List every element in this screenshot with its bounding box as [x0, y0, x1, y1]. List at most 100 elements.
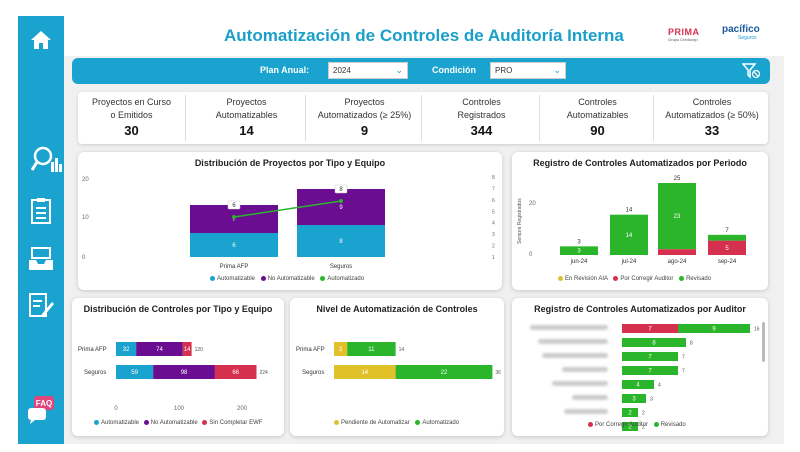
data-label: 6	[232, 203, 236, 209]
panel-nivel-automatizacion: Nivel de Automatización de Controles Pri…	[290, 298, 504, 436]
data-label: 14	[184, 347, 191, 353]
filter-bar: Plan Anual: 2024 ⌄ Condición PRO ⌄	[72, 58, 770, 84]
data-label: 3	[577, 249, 581, 255]
bar-revisado	[622, 352, 678, 361]
bar-revisado	[560, 246, 598, 255]
legend-label: Por Corregir Auditor	[595, 422, 649, 429]
y2-tick: 5	[492, 209, 495, 215]
y-tick: 20	[82, 177, 89, 183]
y2-tick: 7	[492, 186, 495, 192]
legend-swatch	[415, 420, 421, 425]
blurred-auditor-name	[552, 381, 608, 386]
total-label: 16	[754, 327, 760, 333]
clear-filter-icon[interactable]	[741, 63, 761, 84]
bar-por-corregir	[708, 240, 746, 255]
kpi-value: 14	[239, 123, 254, 138]
data-label-box	[334, 184, 348, 194]
data-label: 11	[368, 347, 375, 353]
prima-logo: PRIMA Grupo Credicorp	[668, 27, 700, 42]
panel-proyectos-tipo-equipo: Distribución de Proyectos por Tipo y Equ…	[78, 152, 502, 290]
kpi-label: Proyectos	[344, 97, 385, 107]
x-tick: ago-24	[668, 259, 687, 265]
x-tick: 200	[237, 406, 248, 412]
y2-tick: 2	[492, 244, 495, 250]
panel-controles-auditor: Registro de Controles Automatizados por …	[512, 298, 768, 436]
chart-controles-tipo: Prima AFP Seguros 32 74 14 120 59 98 66 224 0 1…	[78, 342, 268, 412]
legend-label: No Automatizable	[267, 276, 315, 283]
legend-swatch	[94, 420, 99, 425]
panel-title: Nivel de Automatización de Controles	[316, 304, 478, 314]
kpi-card: Controles Registrados 344	[424, 95, 540, 141]
data-label: 3	[339, 347, 343, 353]
y-tick: Prima AFP	[78, 347, 107, 353]
legend-swatch	[143, 420, 149, 425]
faq-icon[interactable]: FAQ	[18, 392, 64, 426]
total-label: 8	[690, 341, 693, 347]
checklist-icon[interactable]	[18, 196, 64, 226]
panel-title: Distribución de Proyectos por Tipo y Equ…	[194, 158, 386, 168]
kpi-card: Proyectos Automatizados (≥ 25%) 9	[308, 95, 422, 141]
y-tick: Seguros	[302, 370, 324, 376]
document-edit-icon[interactable]	[18, 290, 64, 322]
blurred-auditor-name	[542, 353, 608, 358]
scrollbar[interactable]	[762, 322, 765, 362]
home-icon[interactable]	[18, 26, 64, 54]
pacifico-logo: pacífico Seguros	[722, 24, 760, 41]
x-tick: 0	[114, 406, 118, 412]
data-label: 4	[636, 383, 640, 389]
x-tick: jul-24	[621, 259, 637, 265]
total-label: 25	[674, 176, 681, 182]
data-label: 5	[725, 246, 729, 252]
total-label: 14	[626, 208, 633, 214]
legend-label: Automatizado	[327, 276, 365, 283]
y-tick: 20	[529, 201, 536, 207]
data-label: 9	[712, 327, 716, 333]
data-label: 98	[181, 370, 188, 376]
kpi-value: 33	[704, 123, 720, 138]
total-label: 36	[495, 370, 501, 376]
legend-swatch	[320, 276, 326, 281]
bar-revisado	[622, 366, 678, 375]
data-label-box	[227, 200, 241, 210]
pacifico-logo-text: pacífico	[722, 24, 760, 35]
y-tick: 0	[82, 255, 86, 261]
chart-auditor: 7 9 16 8 8 7 7 7 7 4 4 3 3 2 2 2 2	[622, 322, 765, 431]
kpi-label: Controles	[692, 97, 732, 107]
kpi-label: Automatizados (≥ 25%)	[317, 110, 412, 120]
pacifico-logo-sub: Seguros	[738, 35, 757, 41]
faq-label: FAQ	[36, 399, 52, 408]
total-label: 224	[259, 370, 268, 376]
bar-revisado	[678, 324, 750, 333]
kpi-label: Proyectos en Curso	[91, 97, 172, 107]
legend-label: En Revisión AIA	[565, 276, 608, 283]
x-tick: 100	[174, 406, 185, 412]
kpi-label: Controles	[462, 97, 501, 107]
kpi-value: 344	[470, 123, 493, 138]
legend: Automatizable No Automatizable Automatiz…	[210, 276, 364, 282]
legend-label: Sin Completar EWF	[209, 420, 263, 427]
plan-select[interactable]: 2024 ⌄	[328, 62, 408, 79]
chart-nivel: Prima AFP Seguros 3 11 14 14 22 36	[296, 342, 501, 379]
y2-tick: 4	[492, 221, 495, 227]
legend-swatch	[334, 420, 339, 425]
bar-segment	[347, 342, 396, 356]
analytics-icon[interactable]	[24, 142, 70, 178]
bar-revisado	[622, 408, 638, 417]
prima-logo-text: PRIMA	[668, 27, 700, 37]
series-line-automatizado	[233, 200, 342, 218]
panel-title: Registro de Controles Automatizados por …	[533, 158, 747, 168]
legend-label: Por Corregir Auditor	[620, 276, 674, 283]
inbox-tray-icon[interactable]	[18, 244, 64, 274]
kpi-label: Registrados	[457, 110, 506, 120]
x-tick: sep-24	[718, 259, 737, 265]
bar-revisado	[622, 422, 638, 431]
kpi-label: Automatizados (≥ 50%)	[665, 110, 759, 120]
condition-select[interactable]: PRO ⌄	[490, 62, 566, 79]
bar-por-corregir	[622, 324, 678, 333]
panel-controles-tipo-equipo: Distribución de Controles por Tipo y Equ…	[72, 298, 284, 436]
y-tick: 10	[82, 215, 89, 221]
legend-swatch	[210, 276, 215, 281]
page-title: Automatización de Controles de Auditoría…	[224, 26, 624, 45]
bar-revisado	[610, 214, 648, 255]
legend-swatch	[679, 276, 685, 281]
